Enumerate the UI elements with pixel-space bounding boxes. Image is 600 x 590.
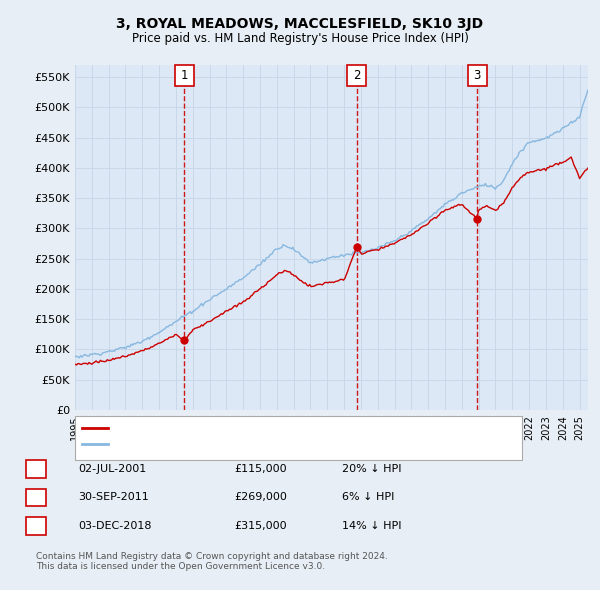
Text: 3: 3 bbox=[473, 69, 481, 82]
Text: 1: 1 bbox=[32, 463, 40, 476]
Text: £315,000: £315,000 bbox=[234, 521, 287, 530]
Text: 1: 1 bbox=[181, 69, 188, 82]
Text: 2: 2 bbox=[353, 69, 361, 82]
Text: 02-JUL-2001: 02-JUL-2001 bbox=[78, 464, 146, 474]
Text: 3, ROYAL MEADOWS, MACCLESFIELD, SK10 3JD (detached house): 3, ROYAL MEADOWS, MACCLESFIELD, SK10 3JD… bbox=[112, 423, 452, 432]
Text: 30-SEP-2011: 30-SEP-2011 bbox=[78, 493, 149, 502]
Text: £269,000: £269,000 bbox=[234, 493, 287, 502]
Text: 03-DEC-2018: 03-DEC-2018 bbox=[78, 521, 151, 530]
Text: 20% ↓ HPI: 20% ↓ HPI bbox=[342, 464, 401, 474]
Text: 3: 3 bbox=[32, 519, 40, 532]
Text: Contains HM Land Registry data © Crown copyright and database right 2024.
This d: Contains HM Land Registry data © Crown c… bbox=[36, 552, 388, 571]
Text: 2: 2 bbox=[32, 491, 40, 504]
Text: HPI: Average price, detached house, Cheshire East: HPI: Average price, detached house, Ches… bbox=[112, 440, 377, 449]
Text: 6% ↓ HPI: 6% ↓ HPI bbox=[342, 493, 394, 502]
Text: Price paid vs. HM Land Registry's House Price Index (HPI): Price paid vs. HM Land Registry's House … bbox=[131, 32, 469, 45]
Text: 14% ↓ HPI: 14% ↓ HPI bbox=[342, 521, 401, 530]
Text: 3, ROYAL MEADOWS, MACCLESFIELD, SK10 3JD: 3, ROYAL MEADOWS, MACCLESFIELD, SK10 3JD bbox=[116, 17, 484, 31]
Text: £115,000: £115,000 bbox=[234, 464, 287, 474]
